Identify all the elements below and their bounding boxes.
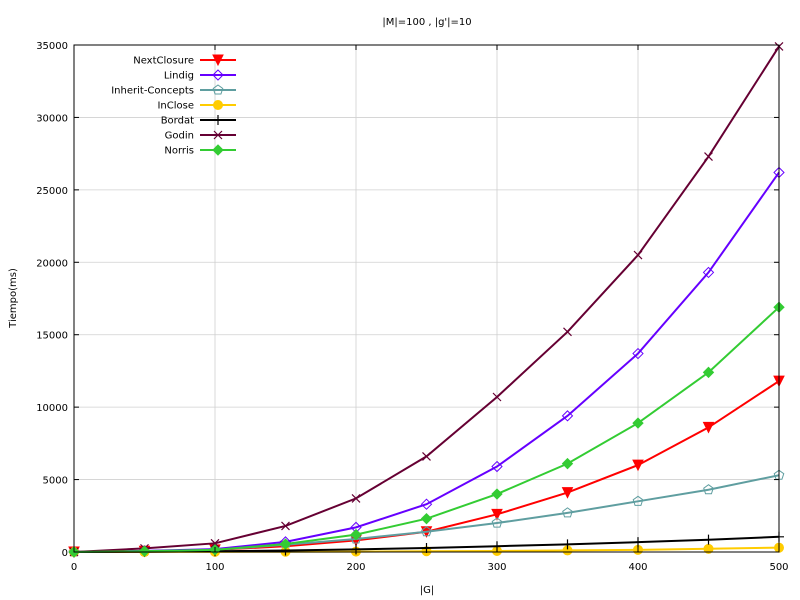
y-tick-label: 10000 xyxy=(36,403,68,414)
legend-item: Bordat xyxy=(161,115,236,127)
legend-label: Norris xyxy=(164,146,194,157)
data-point xyxy=(351,493,361,503)
x-tick-label: 200 xyxy=(346,562,365,573)
data-point xyxy=(632,495,644,506)
plot-frame xyxy=(73,44,780,553)
legend-label: InClose xyxy=(157,101,194,112)
x-tick-label: 300 xyxy=(487,562,506,573)
data-point xyxy=(561,410,574,422)
data-point xyxy=(633,537,643,548)
data-point xyxy=(632,459,644,472)
data-point xyxy=(138,545,151,557)
y-tick-label: 30000 xyxy=(36,113,68,124)
y-tick-label: 0 xyxy=(62,548,68,559)
legend-marker xyxy=(212,54,224,67)
data-point xyxy=(702,421,715,434)
data-point xyxy=(421,542,432,553)
legend-label: Bordat xyxy=(161,116,194,127)
data-point xyxy=(279,538,292,550)
data-point xyxy=(421,526,432,537)
y-tick-label: 25000 xyxy=(36,186,68,197)
legend-item: Lindig xyxy=(164,69,236,82)
data-point xyxy=(350,528,362,541)
data-point xyxy=(492,392,502,402)
y-axis-label: Tiempo(ms) xyxy=(8,268,19,329)
data-point xyxy=(422,451,431,461)
x-tick-label: 500 xyxy=(769,562,788,573)
legend-marker xyxy=(212,144,224,156)
data-point xyxy=(491,508,503,521)
y-tick-label: 15000 xyxy=(36,331,68,342)
legend-marker xyxy=(213,115,223,125)
data-point xyxy=(563,327,572,337)
legend-marker xyxy=(213,130,223,140)
grid-lines xyxy=(74,45,779,552)
x-tick-label: 100 xyxy=(205,562,224,573)
data-point xyxy=(703,534,714,545)
legend-item: InClose xyxy=(157,100,236,112)
data-point xyxy=(704,152,713,161)
x-tick-label: 400 xyxy=(628,562,647,573)
legend-label: NextClosure xyxy=(133,56,194,67)
data-point xyxy=(561,487,574,499)
data-point xyxy=(491,460,503,473)
data-point xyxy=(633,250,643,260)
y-tick-label: 5000 xyxy=(43,476,68,487)
axis-ticks: 0 100 200 300 400 500050001000015000200002500… xyxy=(36,41,788,573)
legend-item: Godin xyxy=(165,131,236,142)
data-point xyxy=(702,366,715,379)
x-tick-label: 0 xyxy=(71,562,77,573)
legend-marker xyxy=(212,69,224,81)
data-point xyxy=(561,457,574,470)
data-point xyxy=(350,533,362,544)
legend-item: Norris xyxy=(164,144,236,157)
legend: NextClosure Lindig Inherit-Concepts InClose… xyxy=(111,54,236,157)
legend-marker xyxy=(213,100,223,110)
legend-item: Inherit-Concepts xyxy=(111,84,236,97)
data-point xyxy=(420,512,433,525)
data-point xyxy=(210,538,220,548)
legend-label: Godin xyxy=(165,131,194,142)
series-layer xyxy=(68,42,785,559)
data-point xyxy=(491,517,503,528)
data-point xyxy=(562,539,573,550)
legend-label: Inherit-Concepts xyxy=(111,86,194,97)
y-tick-label: 35000 xyxy=(36,41,68,52)
x-axis-label: |G| xyxy=(420,585,435,596)
data-point xyxy=(632,417,644,429)
data-point xyxy=(562,507,573,518)
data-point xyxy=(632,347,644,360)
legend-item: NextClosure xyxy=(133,54,236,67)
series-godin xyxy=(69,42,784,557)
y-tick-label: 20000 xyxy=(36,258,68,269)
data-point xyxy=(702,266,715,279)
series-nextclosure xyxy=(68,375,785,559)
data-point xyxy=(420,498,433,510)
series-lindig xyxy=(68,166,785,558)
data-point xyxy=(491,488,503,500)
series-norris xyxy=(68,301,785,558)
legend-marker xyxy=(212,84,224,95)
data-point xyxy=(703,484,714,495)
chart-title: |M|=100 , |g'|=10 xyxy=(382,17,471,28)
legend-label: Lindig xyxy=(164,71,194,82)
data-point xyxy=(281,521,290,531)
